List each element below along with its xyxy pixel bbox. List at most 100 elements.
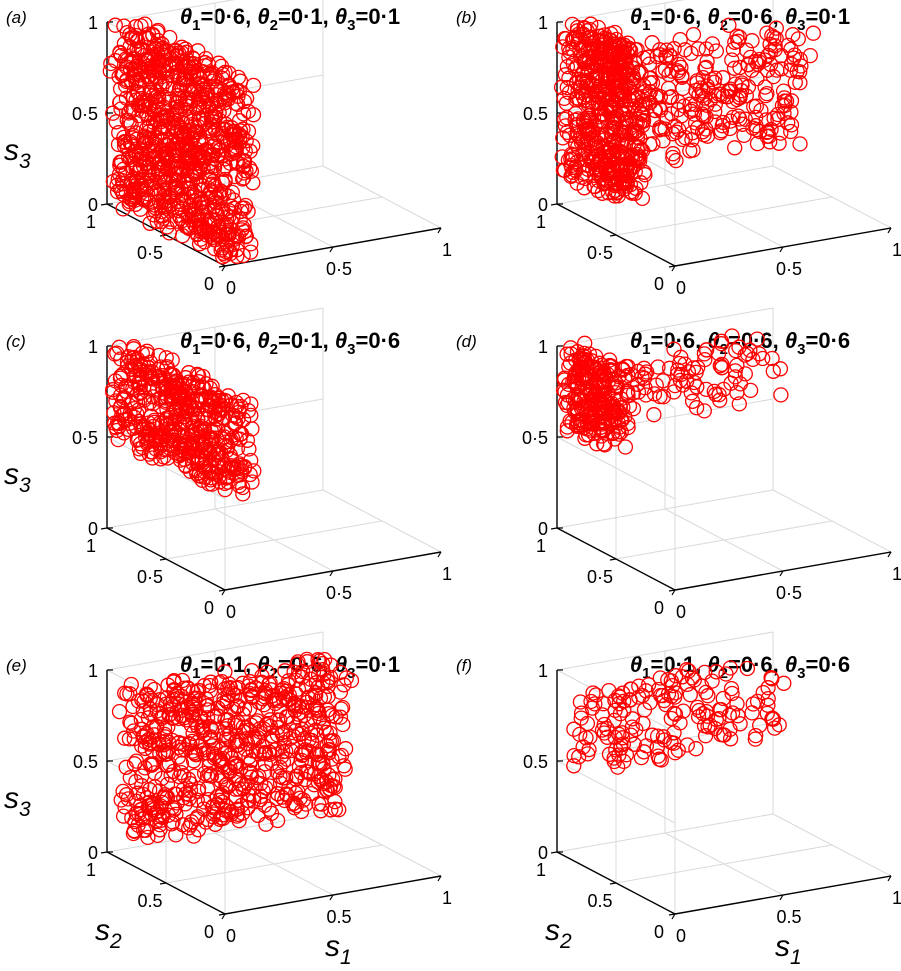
- data-point: [123, 715, 139, 732]
- data-point: [720, 83, 736, 99]
- data-point: [612, 400, 628, 416]
- data-point: [205, 738, 221, 754]
- data-point: [145, 800, 161, 816]
- data-point: [175, 707, 191, 723]
- data-point: [116, 36, 133, 52]
- data-point: [269, 727, 286, 743]
- data-point: [576, 348, 592, 364]
- s3-tick-label: 0.5: [523, 752, 548, 772]
- data-point: [336, 758, 352, 774]
- data-point: [623, 727, 639, 743]
- data-point: [190, 378, 206, 394]
- data-point: [176, 710, 192, 726]
- data-point: [684, 393, 701, 409]
- panel-f-title-part: 2: [720, 665, 728, 682]
- data-point: [220, 803, 236, 819]
- data-point: [613, 740, 629, 757]
- s2-tick-label: 0: [204, 922, 214, 942]
- data-point: [688, 741, 704, 757]
- data-point: [277, 663, 293, 679]
- data-point: [149, 83, 165, 100]
- data-point: [169, 166, 185, 182]
- s2-tick: [100, 527, 108, 530]
- data-point: [589, 395, 606, 411]
- data-point: [704, 36, 721, 52]
- data-point: [169, 106, 185, 122]
- panel-d-title-part: 1: [642, 341, 650, 358]
- data-point: [147, 149, 164, 165]
- data-point: [209, 788, 225, 805]
- data-point: [190, 783, 206, 799]
- s2-tick: [668, 265, 676, 268]
- data-point: [611, 696, 627, 712]
- data-point: [158, 350, 174, 366]
- data-point: [609, 111, 625, 127]
- grid-line: [615, 520, 833, 560]
- data-point: [139, 346, 155, 362]
- data-point: [652, 89, 669, 105]
- data-point: [601, 352, 618, 368]
- data-point: [730, 708, 746, 724]
- data-point: [199, 90, 215, 107]
- s2-tick-label: 1: [536, 860, 546, 880]
- data-point: [763, 670, 779, 686]
- data-point: [144, 172, 160, 188]
- data-point: [698, 59, 714, 76]
- data-point: [241, 793, 257, 809]
- data-point: [152, 746, 168, 762]
- data-point: [180, 680, 196, 696]
- data-point: [714, 356, 730, 373]
- data-point: [665, 146, 681, 162]
- data-point: [690, 709, 707, 725]
- grid-line: [106, 489, 324, 529]
- data-point: [665, 677, 681, 694]
- data-point: [622, 92, 638, 108]
- data-point: [205, 394, 221, 410]
- panel-b-title-part: θ: [630, 4, 642, 29]
- s3-axis-label: s3: [4, 782, 31, 821]
- grid-line: [556, 489, 774, 529]
- data-point: [713, 701, 729, 718]
- data-point: [590, 57, 606, 74]
- data-point: [652, 388, 668, 405]
- data-point: [645, 136, 661, 152]
- data-point: [217, 151, 233, 167]
- data-point: [706, 74, 722, 90]
- panel-e-label: (e): [6, 656, 27, 675]
- data-point: [729, 357, 745, 374]
- data-point: [114, 154, 130, 170]
- data-point: [721, 17, 737, 33]
- grid-line: [556, 760, 676, 824]
- data-point: [742, 49, 759, 66]
- data-point: [225, 85, 241, 101]
- s1-tick: [221, 913, 226, 920]
- data-point: [284, 738, 301, 755]
- data-point: [245, 77, 262, 94]
- data-point: [184, 173, 201, 189]
- data-point: [211, 218, 227, 234]
- data-point: [670, 742, 686, 758]
- grid-line: [772, 813, 892, 877]
- data-point: [112, 387, 129, 404]
- data-point: [144, 756, 160, 772]
- data-point: [163, 57, 180, 73]
- data-point: [661, 89, 678, 106]
- data-point: [152, 398, 168, 415]
- data-point: [133, 711, 149, 728]
- data-point: [667, 689, 683, 705]
- data-point: [581, 741, 597, 758]
- data-point: [160, 719, 176, 735]
- data-point: [222, 747, 239, 763]
- data-point: [566, 721, 582, 737]
- panel-e-title-part: =0·1: [355, 652, 400, 677]
- data-point: [250, 807, 266, 824]
- data-point: [186, 207, 202, 223]
- data-point: [755, 350, 771, 367]
- data-point: [601, 43, 617, 59]
- data-point: [569, 23, 586, 39]
- data-point: [243, 236, 259, 252]
- panel-f-title-part: 3: [797, 665, 805, 682]
- s2-tick-label: 0·5: [137, 567, 163, 587]
- s3-tick-label: 1: [538, 337, 548, 357]
- data-point: [175, 392, 192, 408]
